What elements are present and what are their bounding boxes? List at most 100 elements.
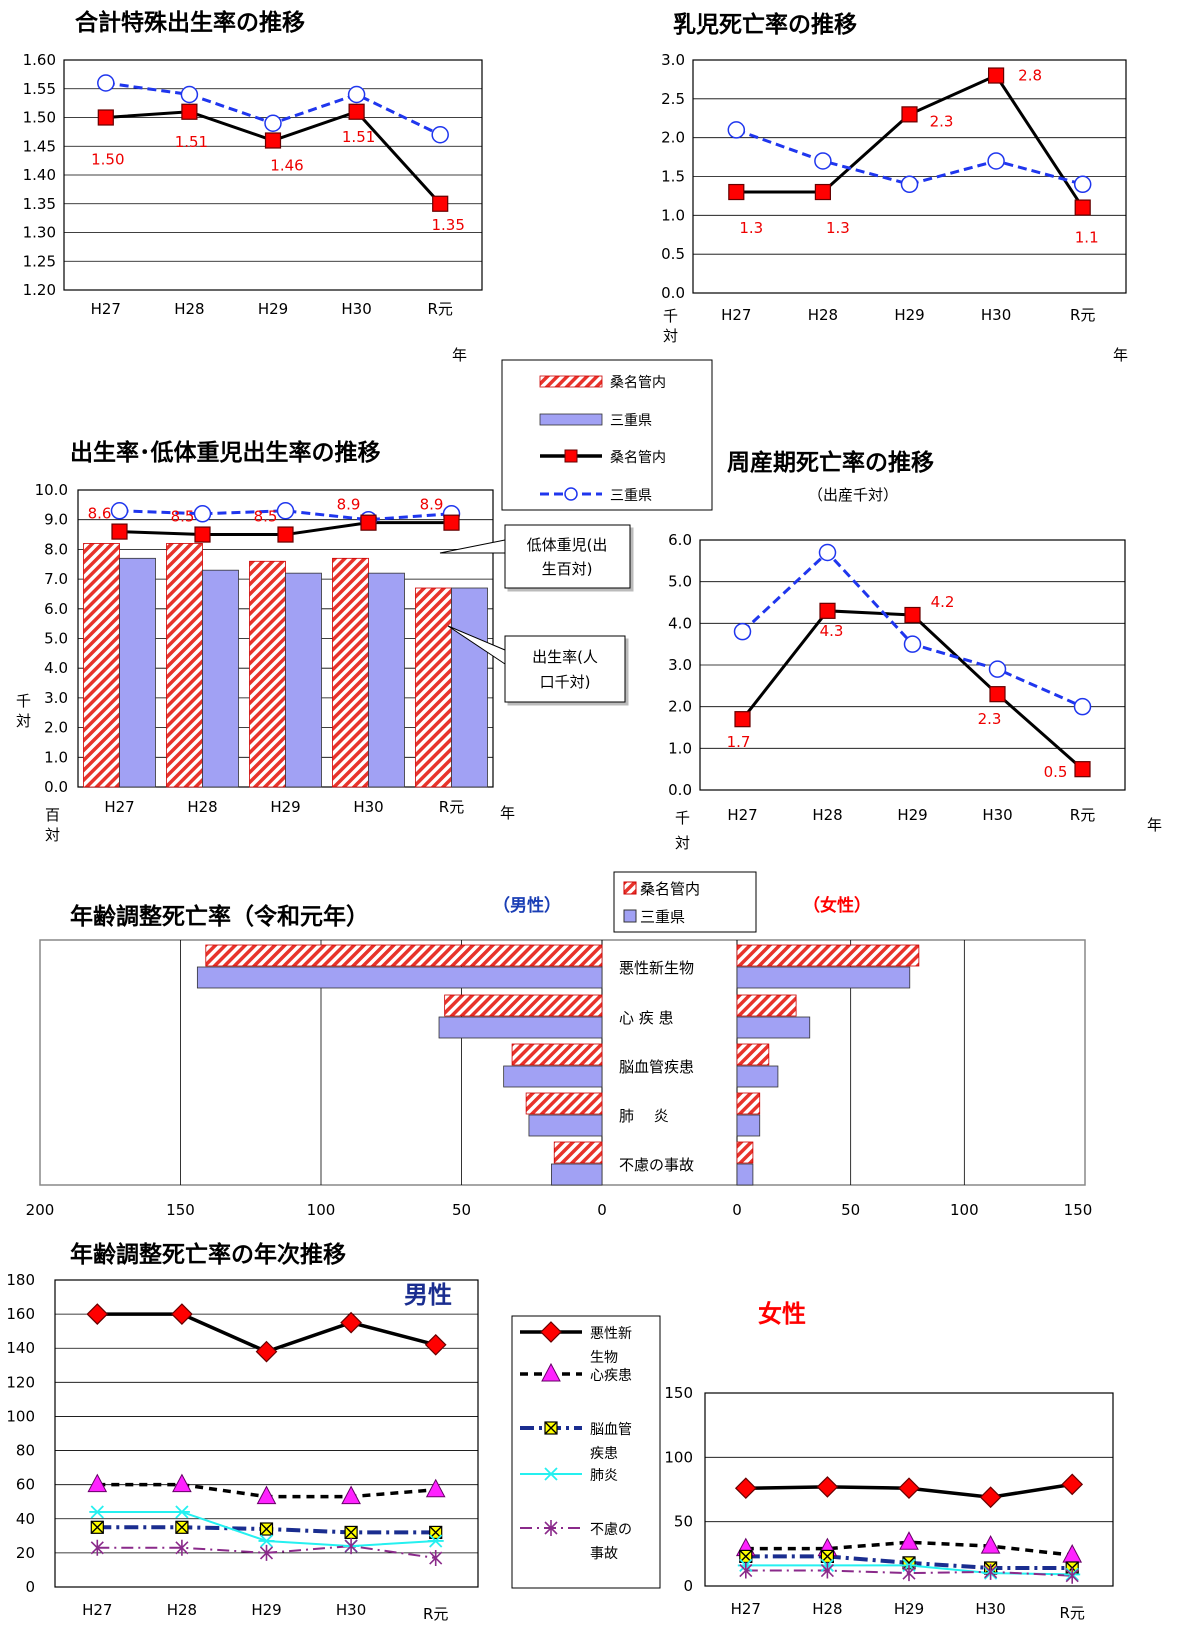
adr-male-bar-kuwana [553, 1141, 603, 1164]
birth-y-tick: 6.0 [44, 600, 68, 618]
tfr-x-unit: 年 [452, 346, 467, 364]
trend-female-point-0 [816, 1476, 839, 1498]
trend-female-point-0 [979, 1486, 1002, 1509]
adr-legend-frame [613, 871, 757, 933]
callout-low-pointer [439, 539, 506, 554]
tfr-y-tick: 1.40 [23, 166, 56, 184]
infant-title: 乳児死亡率の推移 [673, 11, 857, 38]
birth-y-tick: 2.0 [44, 719, 68, 737]
trend-male-y-tick: 0 [25, 1578, 35, 1596]
tfr-data-label: 1.51 [342, 128, 375, 146]
peri-y-tick: 5.0 [668, 573, 692, 591]
legend-kuwana-line: 桑名管内 [610, 450, 666, 466]
birth-data-label: 8.9 [337, 496, 361, 514]
trend-male-point-4 [175, 1539, 189, 1556]
legend-box-top: 桑名管内 三重県 桑名管内 三重県 [501, 359, 713, 511]
perinatal-x-unit: 年 [1147, 816, 1162, 834]
tfr-y-tick: 1.35 [23, 195, 56, 213]
trend-male-point-0 [424, 1333, 447, 1356]
adr-female-bar-mie [736, 966, 911, 989]
adr-legend-swatch-mie [623, 909, 637, 923]
trend-male-x-tick: R元 [423, 1605, 448, 1622]
trend-male-y-tick: 40 [16, 1510, 35, 1528]
trend-female-x-tick: H28 [812, 1600, 842, 1618]
trend-male-point-3 [173, 1505, 190, 1519]
inf-point [900, 175, 919, 194]
trend-male-point-2-cross [175, 1520, 189, 1534]
infant-y-unit-1: 千 [663, 307, 678, 325]
adr-title: 年齢調整死亡率（令和元年） [70, 903, 369, 930]
tfr-data-label: 1.46 [270, 157, 303, 175]
birth-y-tick: 5.0 [44, 630, 68, 648]
trend-male-point-1 [341, 1485, 361, 1505]
peri-point [988, 660, 1007, 678]
trend-male-point-2-cross [260, 1522, 273, 1536]
birth-chart: 出生率･低体重児出生率の推移 10.0 9.0 8.0 7.0 6.0 5.0 4.0 3.0… [16, 439, 631, 844]
peri-y-tick: 6.0 [668, 531, 692, 549]
birth-point-kuwana [443, 514, 460, 531]
trend-male-point-4 [344, 1538, 358, 1555]
trend-legend-label-3: 肺炎 [590, 1468, 618, 1484]
trend-female-point-1 [980, 1535, 1001, 1554]
birth-bar-kuwana [415, 587, 452, 788]
trend-male-x-tick: H29 [251, 1601, 281, 1619]
trend-female-point-2-cross [902, 1556, 916, 1570]
trend-male-point-4 [259, 1544, 274, 1561]
birth-bar-kuwana [166, 543, 203, 788]
trend-legend-marker-4 [544, 1520, 558, 1536]
birth-x-tick: R元 [439, 798, 464, 816]
trend-legend-label-0-b: 生物 [590, 1350, 618, 1366]
birth-bar-kuwana [249, 560, 286, 788]
peri-x-tick: R元 [1070, 806, 1095, 824]
trend-female-y-tick: 100 [664, 1448, 693, 1466]
peri-point [1073, 697, 1092, 716]
trend-female-frame [704, 1392, 1114, 1587]
inf-x-tick: H28 [808, 306, 838, 324]
adr-female-bar-kuwana [736, 994, 797, 1017]
trend-female-point-0 [734, 1477, 757, 1500]
trend-male-point-4 [429, 1550, 443, 1567]
tfr-data-label: 1.35 [431, 216, 464, 234]
peri-y-tick: 1.0 [668, 739, 692, 757]
peri-point [903, 635, 922, 653]
trend-male-point-1 [256, 1485, 277, 1505]
tfr-y-tick: 1.45 [23, 137, 56, 155]
inf-y-tick: 0.0 [661, 284, 685, 302]
tfr-y-tick: 1.25 [23, 252, 56, 270]
peri-x-tick: H28 [812, 806, 842, 824]
callout-birth-line1: 出生率(人 [532, 648, 598, 666]
trend-female-series-line-1 [745, 1540, 1073, 1557]
inf-x-tick: R元 [1070, 306, 1095, 324]
adr-female-label: （女性） [803, 895, 871, 916]
adr-female-bar-kuwana [736, 1092, 761, 1115]
infant-y-unit-2: 対 [663, 327, 678, 345]
trend-male-y-tick: 20 [16, 1544, 35, 1562]
birth-y-tick: 3.0 [44, 689, 68, 707]
tfr-chart: 合計特殊出生率の推移 1.60 1.55 1.50 1.45 1.40 1.35 1.30 1… [23, 9, 483, 364]
perinatal-subtitle: （出産千対） [808, 486, 898, 504]
peri-data-label: 0.5 [1044, 763, 1068, 781]
inf-y-tick: 3.0 [661, 51, 685, 69]
adr-female-bar-mie [736, 1016, 811, 1039]
inf-data-label: 1.3 [739, 219, 763, 237]
adr-male-label: （男性） [493, 895, 561, 916]
adr-male-bar-kuwana [525, 1092, 603, 1115]
adr-male-bar-kuwana [444, 994, 603, 1017]
birth-y-unit-left-1: 百 [45, 806, 60, 824]
birth-bar-mie [202, 569, 239, 788]
adr-male-x-tick: 100 [307, 1201, 336, 1219]
birth-x-tick: H27 [104, 798, 134, 816]
trend-female-label: 女性 [758, 1300, 806, 1328]
adr-category-label: 肺 炎 [619, 1107, 669, 1125]
birth-bar-mie [368, 572, 405, 788]
tfr-point [432, 195, 449, 212]
inf-point [728, 183, 745, 201]
perinatal-plot-frame [699, 539, 1126, 791]
trend-male-y-tick: 80 [16, 1442, 35, 1460]
peri-series-line-0 [741, 609, 1084, 771]
birth-y-tick: 9.0 [44, 511, 68, 529]
peri-x-tick: H29 [897, 806, 927, 824]
birth-point-kuwana [111, 523, 128, 540]
legend-square-marker [564, 449, 578, 463]
